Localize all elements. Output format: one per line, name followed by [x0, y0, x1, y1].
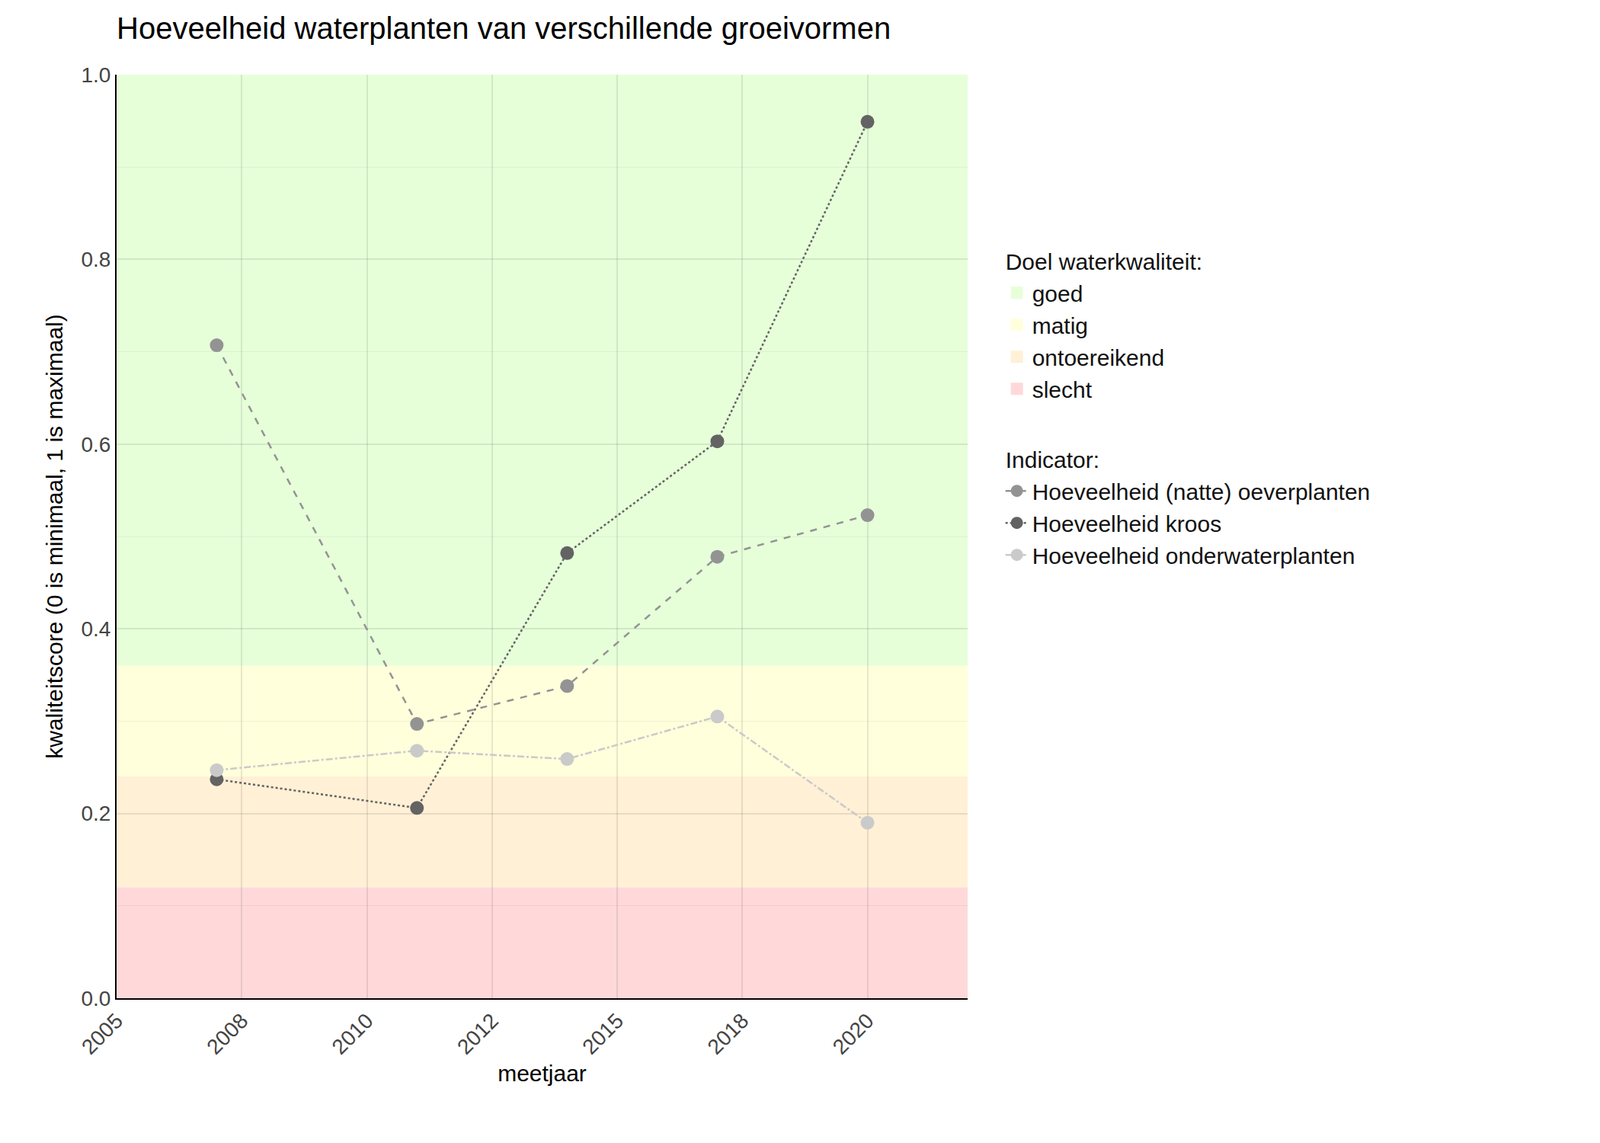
svg-text:goed: goed: [1032, 281, 1084, 307]
svg-text:Hoeveelheid onderwaterplanten: Hoeveelheid onderwaterplanten: [1032, 543, 1356, 569]
svg-text:2010: 2010: [327, 1008, 378, 1060]
svg-text:1.0: 1.0: [80, 63, 111, 87]
svg-text:2012: 2012: [452, 1008, 503, 1060]
svg-text:Hoeveelheid (natte) oeverplant: Hoeveelheid (natte) oeverplanten: [1032, 479, 1371, 505]
svg-text:Doel waterkwaliteit:: Doel waterkwaliteit:: [1005, 249, 1203, 275]
svg-text:kwaliteitscore (0 is minimaal,: kwaliteitscore (0 is minimaal, 1 is maxi…: [41, 313, 68, 759]
svg-text:0.2: 0.2: [80, 801, 111, 826]
svg-text:Hoeveelheid kroos: Hoeveelheid kroos: [1032, 511, 1222, 537]
svg-text:2008: 2008: [201, 1008, 253, 1060]
svg-text:0.8: 0.8: [80, 247, 111, 272]
svg-text:0.4: 0.4: [80, 617, 111, 641]
svg-text:0.0: 0.0: [80, 986, 111, 1011]
svg-text:Hoeveelheid waterplanten van v: Hoeveelheid waterplanten van verschillen…: [116, 11, 891, 45]
svg-text:ontoereikend: ontoereikend: [1032, 345, 1165, 371]
svg-text:meetjaar: meetjaar: [497, 1060, 587, 1086]
svg-text:2020: 2020: [828, 1008, 879, 1060]
svg-text:2015: 2015: [577, 1008, 628, 1060]
svg-text:Indicator:: Indicator:: [1005, 447, 1100, 473]
svg-text:2005: 2005: [76, 1008, 128, 1060]
svg-text:0.6: 0.6: [80, 432, 111, 457]
svg-text:matig: matig: [1032, 313, 1088, 339]
svg-text:2018: 2018: [702, 1008, 753, 1060]
svg-text:slecht: slecht: [1032, 377, 1093, 403]
